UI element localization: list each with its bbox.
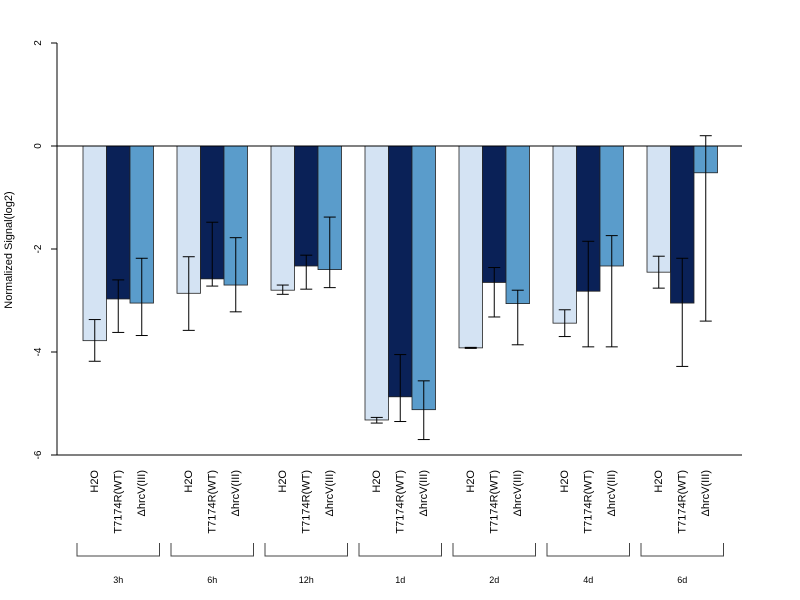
y-tick-label: -2 [33,244,44,253]
bar [82,145,107,342]
x-tick-label: H2O [277,470,289,493]
y-tick-label: 0 [33,143,44,149]
error-bars [88,135,712,441]
y-axis: 2 0 -2 -4 -6 [33,40,58,459]
x-tick-label: T7174R(WT) [394,470,406,534]
x-tick-label: ΔhrcV(III) [230,470,242,516]
x-tick-label: T7174R(WT) [206,470,218,534]
group-bracket [264,543,348,557]
x-tick-label: H2O [89,470,101,493]
x-tick-label: ΔhrcV(III) [700,470,712,516]
bar [646,145,671,273]
bar [106,145,131,300]
group-label: 6d [677,575,687,585]
x-tick-label: T7174R(WT) [112,470,124,534]
bar [364,145,389,421]
group-label: 1d [395,575,405,585]
bar [482,145,507,283]
group-bracket [358,543,442,557]
x-tick-label: T7174R(WT) [300,470,312,534]
bar [552,145,577,324]
y-tick-label: 2 [33,40,44,46]
group-bracket [170,543,254,557]
x-tick-label: T7174R(WT) [488,470,500,534]
bar [458,145,483,349]
group-label: 3h [113,575,123,585]
bar [294,145,319,267]
group-label: 6h [207,575,217,585]
x-tick-label: ΔhrcV(III) [512,470,524,516]
group-bracket [546,543,630,557]
x-tick-label: H2O [465,470,477,493]
x-tick-label: ΔhrcV(III) [418,470,430,516]
x-tick-label: H2O [371,470,383,493]
bar [505,145,530,304]
x-tick-label: T7174R(WT) [582,470,594,534]
x-tick-label: T7174R(WT) [676,470,688,534]
y-tick-label: -6 [33,450,44,459]
group-label: 2d [489,575,499,585]
group-bracket [452,543,536,557]
x-tick-label: H2O [653,470,665,493]
x-tick-label: H2O [559,470,571,493]
group-bracket [76,543,160,557]
y-tick-label: -4 [33,347,44,356]
bar [411,145,436,411]
x-tick-label: H2O [183,470,195,493]
group-bracket [640,543,724,557]
x-axis-labels: H2O T7174R(WT) ΔhrcV(III) 3h H2O T7174R(WT) Δh… [76,470,724,585]
x-tick-label: ΔhrcV(III) [606,470,618,516]
y-axis-label: Normalized Signal(log2) [3,191,15,308]
bar [270,145,295,291]
group-label: 12h [299,575,314,585]
group-label: 4d [583,575,593,585]
x-tick-label: ΔhrcV(III) [324,470,336,516]
x-tick-label: ΔhrcV(III) [136,470,148,516]
